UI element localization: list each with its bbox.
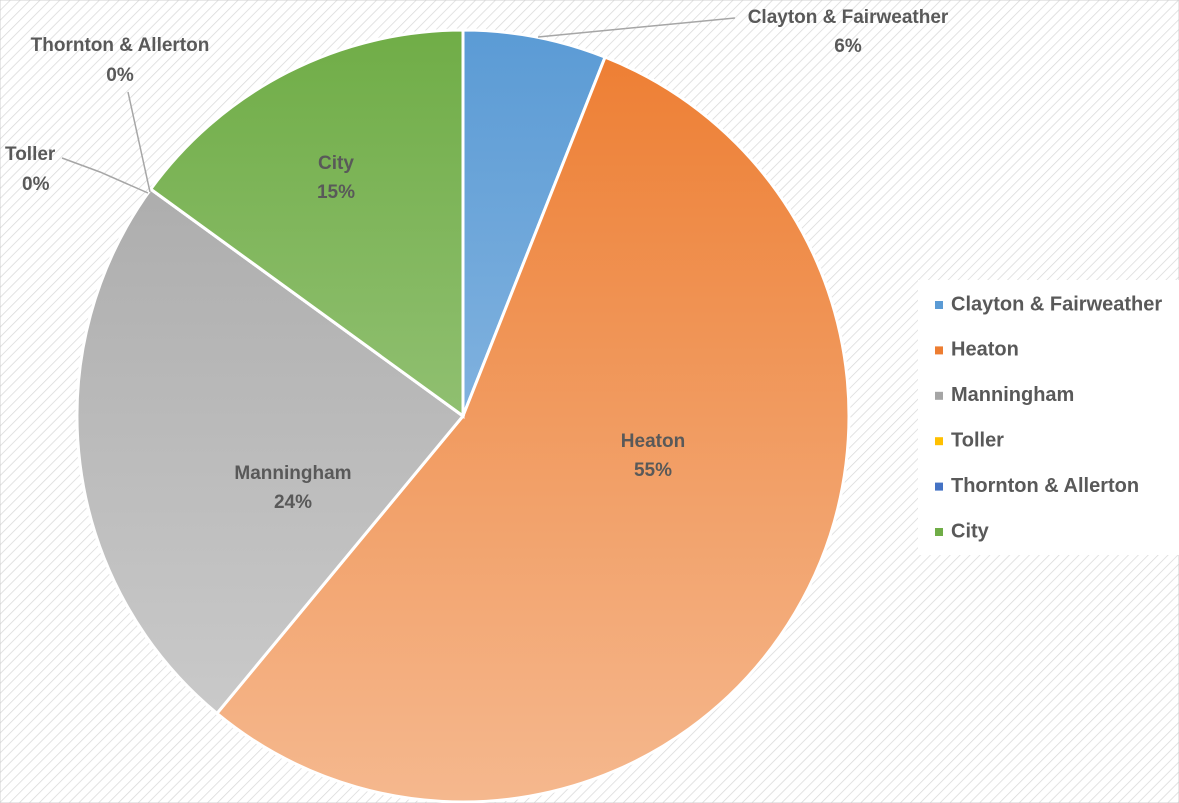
legend-box <box>918 280 1179 555</box>
legend-label: Toller <box>951 429 1004 451</box>
slice <box>214 55 851 803</box>
data-label-value: 0% <box>106 65 134 86</box>
slice <box>148 28 465 419</box>
legend-swatch <box>935 482 943 491</box>
slice <box>461 28 608 417</box>
legend-label: Heaton <box>951 339 1019 361</box>
legend-swatch <box>935 391 943 400</box>
leader-line <box>61 157 149 194</box>
data-label-name: Thornton & Allerton <box>31 35 210 56</box>
data-label-name: Manningham <box>234 463 351 484</box>
legend-label: Manningham <box>951 384 1074 406</box>
data-labels: Clayton & Fairweather 6% Heaton 55% Manningh… <box>5 7 949 513</box>
legend: Clayton & Fairweather Heaton Manningham Tol… <box>935 293 1162 542</box>
legend-swatch <box>935 301 943 309</box>
legend-swatch <box>935 437 943 446</box>
legend-swatch <box>935 528 943 536</box>
data-label-value: 24% <box>274 492 312 513</box>
pie <box>75 28 851 803</box>
leader-line <box>127 91 151 193</box>
leader-line <box>537 17 736 38</box>
legend-label: Clayton & Fairweather <box>951 293 1162 315</box>
data-label-name: Toller <box>5 144 56 165</box>
data-label-value: 0% <box>22 174 50 195</box>
data-label-name: City <box>318 153 354 174</box>
data-label-value: 15% <box>317 182 355 203</box>
data-label-name: Clayton & Fairweather <box>748 7 949 28</box>
data-label-value: 6% <box>834 36 862 57</box>
data-label-name: Heaton <box>621 431 685 452</box>
legend-label: Thornton & Allerton <box>951 475 1139 497</box>
slice <box>75 187 466 716</box>
legend-swatch <box>935 346 943 355</box>
data-label-value: 55% <box>634 460 672 481</box>
legend-label: City <box>951 520 990 542</box>
